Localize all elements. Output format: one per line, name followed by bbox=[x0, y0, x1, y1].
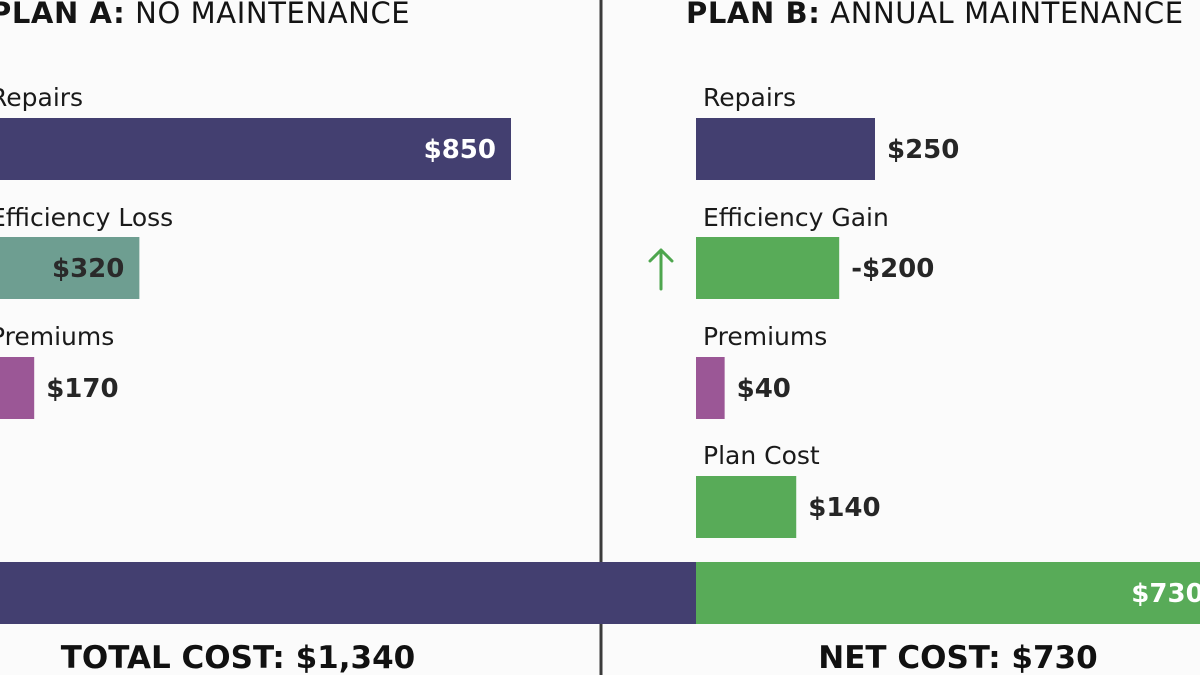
panel-title-prefix: PLAN A: bbox=[0, 0, 125, 30]
bar-value-label: $320 bbox=[52, 254, 124, 284]
bar bbox=[696, 237, 840, 299]
category-label: Repairs bbox=[0, 83, 83, 112]
total-caption: TOTAL COST: $1,340 bbox=[61, 640, 415, 675]
total-bar bbox=[696, 562, 1200, 624]
bar bbox=[0, 118, 511, 180]
category-label: Efficiency Gain bbox=[703, 203, 889, 232]
panel-title-prefix: PLAN B: bbox=[686, 0, 820, 30]
panel-title-rest: ANNUAL MAINTENANCE bbox=[820, 0, 1183, 30]
category-label: Efficiency Loss bbox=[0, 203, 173, 232]
bar-value-label: $170 bbox=[46, 374, 118, 404]
bar bbox=[696, 357, 725, 419]
category-label: Repairs bbox=[703, 83, 796, 112]
bar bbox=[0, 237, 140, 299]
arrow-up-icon bbox=[648, 248, 674, 291]
category-label: Premiums bbox=[0, 322, 114, 351]
bar-value-label: $40 bbox=[737, 374, 791, 404]
category-label: Plan Cost bbox=[703, 441, 820, 470]
bar-value-label: $850 bbox=[424, 135, 496, 165]
total-value-label: $730 bbox=[1131, 579, 1200, 609]
bar bbox=[696, 118, 875, 180]
category-label: Premiums bbox=[703, 322, 827, 351]
bar-value-label: $250 bbox=[887, 135, 959, 165]
panel-title-rest: NO MAINTENANCE bbox=[125, 0, 410, 30]
bar bbox=[0, 357, 35, 419]
total-caption: NET COST: $730 bbox=[818, 640, 1097, 675]
bar-value-label: -$200 bbox=[851, 254, 934, 284]
bar-value-label: $140 bbox=[808, 493, 880, 523]
bar bbox=[696, 476, 797, 538]
panel-title: PLAN B: ANNUAL MAINTENANCE bbox=[686, 0, 1184, 30]
panel-title: PLAN A: NO MAINTENANCE bbox=[0, 0, 410, 30]
